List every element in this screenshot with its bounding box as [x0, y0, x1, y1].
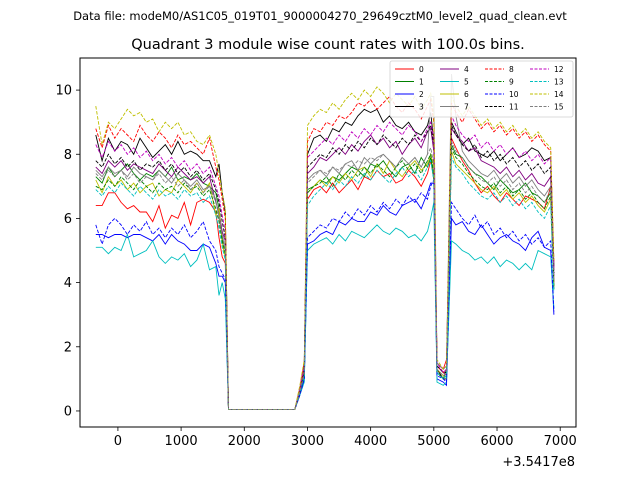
legend-label-9: 9 [509, 78, 514, 87]
legend-label-4: 4 [464, 65, 469, 74]
legend-label-10: 10 [509, 90, 519, 99]
legend-label-6: 6 [464, 90, 469, 99]
legend-label-12: 12 [554, 65, 564, 74]
legend-label-7: 7 [464, 103, 469, 112]
series-line-13 [95, 157, 555, 410]
x-tick-label: 7000 [544, 434, 577, 449]
series-line-10 [95, 179, 555, 410]
legend-label-8: 8 [509, 65, 514, 74]
x-tick-label: 1000 [165, 434, 198, 449]
y-tick-label: 2 [64, 340, 72, 355]
legend-label-13: 13 [554, 78, 564, 87]
figure-suptitle: Data file: modeM0/AS1C05_019T01_90000042… [73, 9, 567, 23]
y-tick-label: 8 [64, 148, 72, 163]
series-line-6 [95, 150, 555, 410]
legend-label-14: 14 [554, 90, 564, 99]
x-tick-label: 5000 [417, 434, 450, 449]
series-line-7 [95, 73, 555, 410]
legend-label-0: 0 [419, 65, 424, 74]
x-tick-label: 2000 [228, 434, 261, 449]
series-line-8 [95, 95, 555, 410]
y-tick-label: 6 [64, 212, 72, 227]
x-tick-label: 0 [114, 434, 122, 449]
series-line-5 [95, 202, 555, 410]
series-line-14 [95, 86, 555, 410]
legend-label-5: 5 [464, 78, 469, 87]
series-line-2 [95, 182, 555, 410]
x-axis-offset-label: +3.5417e8 [502, 455, 575, 470]
x-tick-label: 4000 [354, 434, 387, 449]
series-line-11 [95, 123, 555, 410]
y-tick-label: 4 [64, 276, 72, 291]
series-line-12 [95, 115, 555, 410]
x-tick-label: 6000 [480, 434, 513, 449]
legend-label-1: 1 [419, 78, 424, 87]
series-line-15 [95, 141, 555, 410]
legend-label-3: 3 [419, 103, 424, 112]
legend-label-2: 2 [419, 90, 424, 99]
axes-frame [79, 57, 577, 428]
legend-label-15: 15 [554, 103, 564, 112]
y-tick-label: 10 [55, 84, 72, 99]
chart-title: Quadrant 3 module wise count rates with … [131, 37, 525, 53]
series-line-4 [95, 127, 555, 410]
series-line-1 [95, 144, 555, 410]
y-axis-ticks: 0 2 4 6 8 10 [55, 84, 80, 419]
series-line-9 [95, 147, 555, 410]
y-tick-label: 0 [64, 404, 72, 419]
x-axis-ticks: 0 1000 2000 3000 4000 5000 6000 7000 [114, 427, 577, 449]
legend-label-11: 11 [509, 103, 519, 112]
series-line-0 [95, 138, 555, 410]
plot-series-group [95, 73, 555, 410]
x-tick-label: 3000 [291, 434, 324, 449]
series-line-3 [95, 108, 555, 410]
legend-box [389, 60, 574, 118]
